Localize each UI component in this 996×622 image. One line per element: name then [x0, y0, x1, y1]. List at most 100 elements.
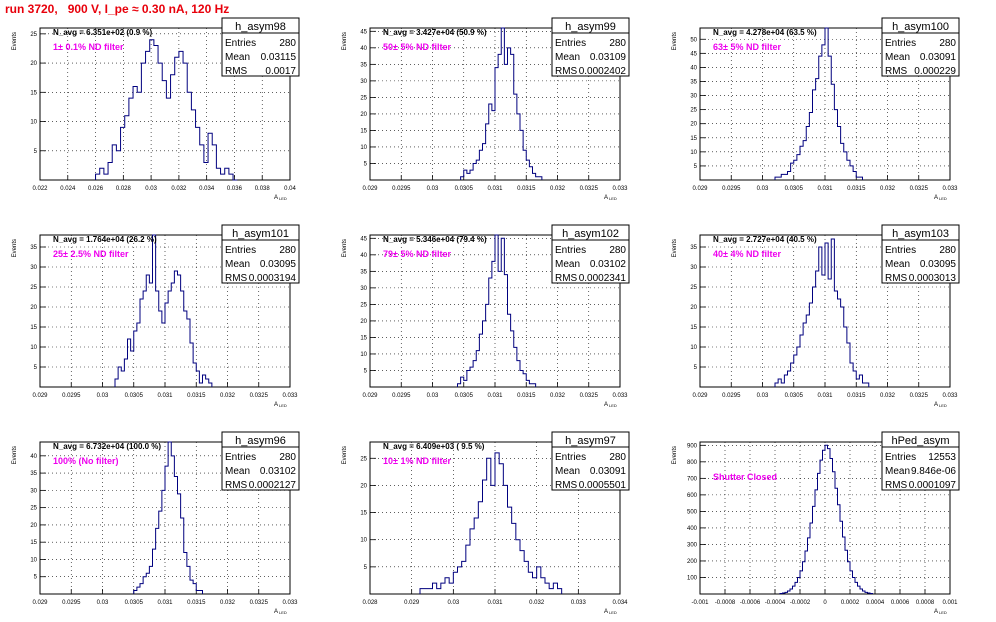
y-tick-label: 10	[360, 352, 367, 358]
x-tick-label: 0.0008	[916, 600, 935, 606]
y-tick-label: 5	[694, 164, 698, 170]
stats-label-mean: Mean	[885, 466, 910, 477]
stats-value-rms: 0.0002402	[579, 66, 627, 77]
x-tick-label: 0.0315	[187, 600, 206, 606]
y-axis-title: Events	[672, 32, 678, 50]
y-tick-label: 700	[687, 476, 698, 482]
histogram-line	[774, 27, 863, 180]
y-tick-label: 25	[30, 506, 37, 512]
stats-value-rms: 0.0002341	[579, 273, 627, 284]
y-tick-label: 40	[360, 46, 367, 52]
stats-label-rms: RMS	[225, 480, 248, 491]
y-tick-label: 15	[360, 335, 367, 341]
stats-value-mean: 0.03102	[260, 466, 297, 477]
x-tick-label: 0.032	[880, 186, 896, 192]
x-tick-label: 0.034	[199, 186, 215, 192]
y-tick-label: 15	[360, 128, 367, 134]
x-axis-title: ALED	[934, 195, 947, 201]
stats-label-mean: Mean	[225, 466, 250, 477]
stats-box	[551, 224, 630, 284]
x-axis-title: ALED	[604, 609, 617, 615]
stats-value-mean: 9.846e-06	[911, 466, 956, 477]
y-tick-label: 30	[30, 265, 37, 271]
stats-value-mean: 0.03095	[260, 259, 297, 270]
x-tick-label: 0.032	[880, 393, 896, 399]
x-tick-label: 0.032	[529, 600, 545, 606]
y-tick-label: 200	[687, 559, 698, 565]
filter-label: 10± 1% ND filter	[383, 456, 451, 466]
y-tick-label: 40	[30, 454, 37, 460]
x-tick-label: 0.0295	[392, 186, 411, 192]
y-tick-label: 20	[360, 483, 367, 489]
x-tick-label: 0.0295	[62, 600, 81, 606]
n-avg-text: N_avg = 1.764e+04 (26.2 %)	[53, 235, 157, 244]
histogram-line	[133, 441, 203, 594]
x-tick-label: 0.0004	[866, 600, 885, 606]
y-tick-label: 40	[360, 253, 367, 259]
histogram-name: h_asym99	[565, 21, 616, 33]
x-tick-label: 0.03	[427, 393, 439, 399]
stats-label-entries: Entries	[225, 38, 256, 49]
histogram-name: h_asym103	[892, 228, 949, 240]
y-axis-title: Events	[342, 239, 348, 257]
y-tick-label: 30	[360, 286, 367, 292]
y-tick-label: 25	[360, 302, 367, 308]
stats-value-entries: 280	[939, 38, 956, 49]
filter-label: Shutter Closed	[713, 472, 777, 482]
stats-value-entries: 280	[609, 245, 626, 256]
x-tick-label: 0.0295	[392, 393, 411, 399]
stats-label-entries: Entries	[555, 452, 586, 463]
y-tick-label: 15	[690, 325, 697, 331]
stats-label-entries: Entries	[885, 452, 916, 463]
stats-box	[221, 431, 300, 491]
stats-label-mean: Mean	[885, 259, 910, 270]
stats-value-entries: 280	[609, 38, 626, 49]
histogram-line	[95, 39, 238, 181]
stats-label-rms: RMS	[885, 480, 908, 491]
x-tick-label: 0.0002	[841, 600, 860, 606]
x-tick-label: 0.0325	[910, 186, 929, 192]
histogram-panel-h_asym98: 0.022 0.024 0.026 0.028 0.03 0.032 0.034 0.036 0…	[12, 17, 300, 201]
stats-value-entries: 280	[939, 245, 956, 256]
x-tick-label: 0.024	[60, 186, 76, 192]
filter-label: 50± 5% ND filter	[383, 42, 451, 52]
x-tick-label: 0.031	[817, 186, 833, 192]
histogram-line	[457, 234, 537, 387]
histogram-line	[419, 452, 563, 594]
x-tick-label: 0.033	[612, 186, 628, 192]
histogram-panel-h_asym96: 0.029 0.0295 0.03 0.0305 0.031 0.0315 0.032 0.0…	[12, 431, 300, 615]
stats-value-rms: 0.0003194	[249, 273, 297, 284]
x-tick-label: 0.0295	[722, 186, 741, 192]
x-axis-title: ALED	[604, 195, 617, 201]
stats-box	[221, 17, 300, 77]
stats-box	[881, 17, 960, 77]
filter-label: 63± 5% ND filter	[713, 42, 781, 52]
x-tick-label: 0.033	[942, 186, 958, 192]
y-tick-label: 10	[690, 345, 697, 351]
y-tick-label: 5	[34, 575, 38, 581]
x-tick-label: 0.0295	[62, 393, 81, 399]
y-tick-label: 5	[364, 565, 368, 571]
stats-label-rms: RMS	[225, 273, 248, 284]
x-tick-label: -0.001	[691, 600, 709, 606]
x-tick-label: 0.04	[284, 186, 296, 192]
stats-value-mean: 0.03091	[590, 466, 627, 477]
x-axis-title: ALED	[934, 609, 947, 615]
histogram-name: h_asym101	[232, 228, 289, 240]
histogram-panel-h_asym101: 0.029 0.0295 0.03 0.0305 0.031 0.0315 0.032 0.0…	[12, 224, 300, 408]
plot-frame	[39, 27, 291, 181]
stats-label-entries: Entries	[555, 38, 586, 49]
y-tick-label: 10	[30, 345, 37, 351]
histogram-name: h_asym97	[565, 435, 616, 447]
x-tick-label: 0.032	[220, 600, 236, 606]
stats-label-entries: Entries	[225, 452, 256, 463]
y-tick-label: 25	[360, 456, 367, 462]
histogram-panel-h_asym97: 0.028 0.029 0.03 0.031 0.032 0.033 0.034 5 10 15 2…	[342, 431, 630, 615]
histogram-line	[779, 444, 873, 595]
x-tick-label: -0.0002	[790, 600, 811, 606]
x-tick-label: 0.031	[487, 186, 503, 192]
x-tick-label: 0.03	[97, 600, 109, 606]
x-tick-label: 0.029	[362, 393, 378, 399]
y-tick-label: 800	[687, 460, 698, 466]
